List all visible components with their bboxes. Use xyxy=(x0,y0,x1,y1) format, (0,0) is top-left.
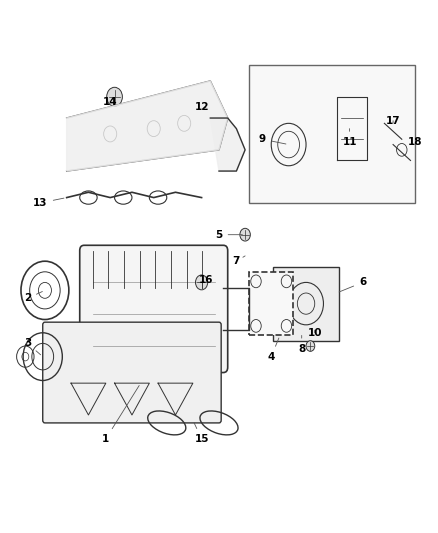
Text: 15: 15 xyxy=(194,423,209,444)
Text: 2: 2 xyxy=(24,292,42,303)
Text: 7: 7 xyxy=(233,256,245,266)
Polygon shape xyxy=(210,118,245,171)
Text: 1: 1 xyxy=(102,385,139,444)
Bar xyxy=(273,266,339,341)
Circle shape xyxy=(107,87,122,107)
Text: 18: 18 xyxy=(408,137,422,147)
Text: 9: 9 xyxy=(259,134,286,144)
Circle shape xyxy=(306,341,315,351)
Circle shape xyxy=(195,275,208,290)
Text: 13: 13 xyxy=(33,198,64,208)
Text: 10: 10 xyxy=(307,328,322,338)
Text: 11: 11 xyxy=(343,128,357,147)
Text: 6: 6 xyxy=(339,277,366,292)
Text: 17: 17 xyxy=(386,116,400,126)
FancyBboxPatch shape xyxy=(43,322,221,423)
Circle shape xyxy=(240,228,251,241)
Text: 12: 12 xyxy=(194,102,209,112)
Text: 14: 14 xyxy=(103,97,117,107)
Text: 8: 8 xyxy=(298,335,305,354)
Bar xyxy=(250,272,293,335)
FancyBboxPatch shape xyxy=(80,245,228,373)
Text: 5: 5 xyxy=(215,230,242,240)
Text: 3: 3 xyxy=(24,338,41,355)
Polygon shape xyxy=(67,81,228,171)
Bar xyxy=(250,65,415,203)
Text: 4: 4 xyxy=(268,338,279,361)
Text: 16: 16 xyxy=(199,274,213,285)
